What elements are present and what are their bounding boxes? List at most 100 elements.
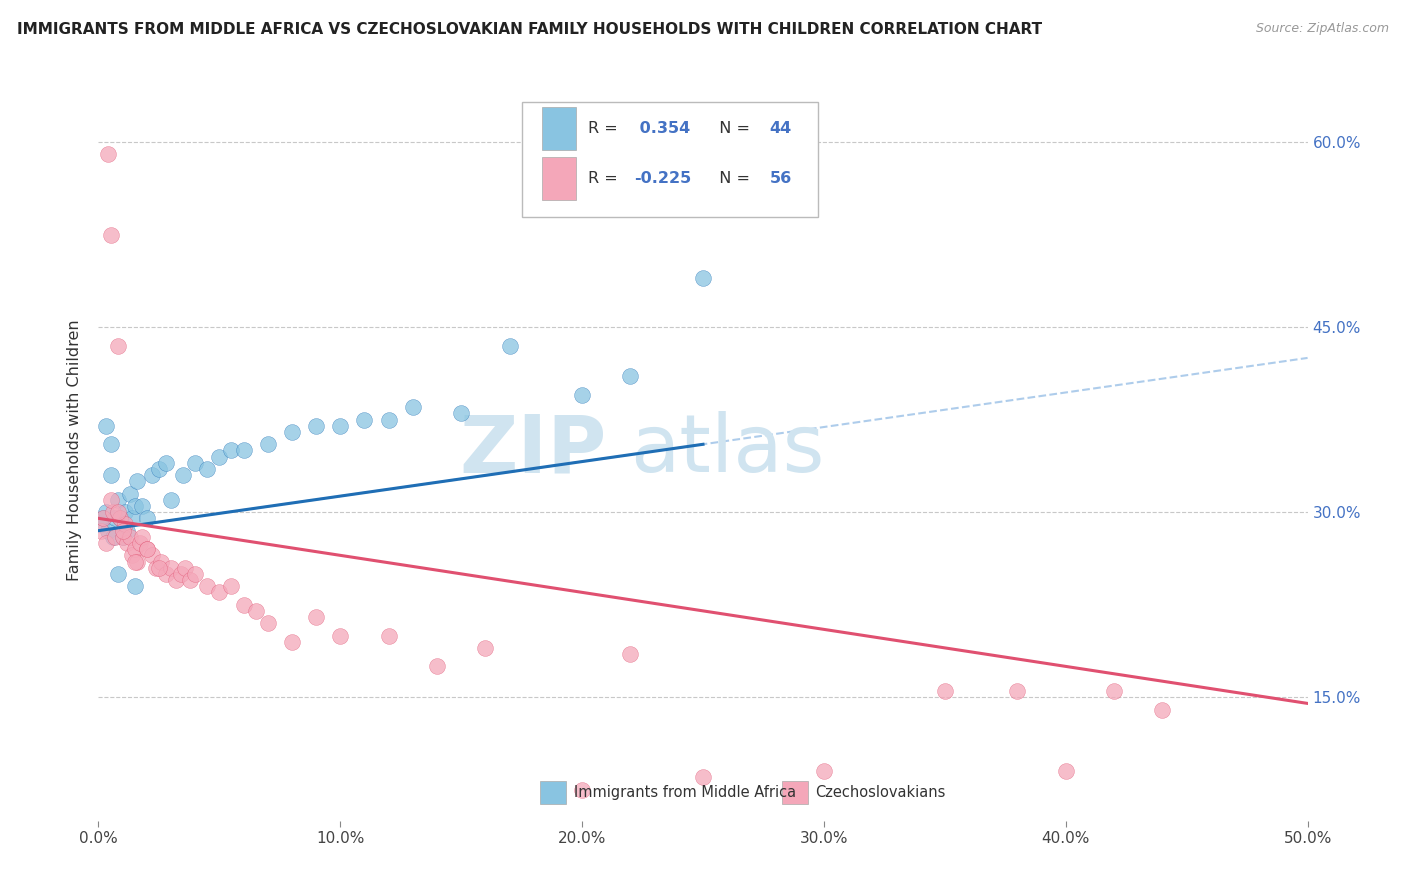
Point: [184, 566, 207, 581]
Point: [169, 566, 191, 581]
Point: [124, 554, 146, 569]
Point: [117, 524, 139, 538]
Point: [111, 530, 134, 544]
Point: [148, 462, 170, 476]
Bar: [543, 157, 576, 200]
Text: N =: N =: [709, 121, 755, 136]
Point: [94, 418, 117, 433]
Point: [118, 486, 141, 500]
Point: [131, 499, 153, 513]
Point: [426, 659, 449, 673]
Point: [450, 407, 472, 421]
Point: [118, 530, 141, 544]
Point: [232, 443, 254, 458]
Point: [155, 456, 177, 470]
Point: [100, 468, 122, 483]
Point: [101, 530, 124, 544]
Text: Immigrants from Middle Africa: Immigrants from Middle Africa: [574, 785, 796, 800]
Text: 56: 56: [769, 171, 792, 186]
Bar: [543, 107, 576, 150]
Point: [124, 499, 146, 513]
Point: [377, 628, 399, 642]
Point: [208, 585, 231, 599]
Point: [111, 524, 134, 538]
Point: [1007, 684, 1029, 698]
Text: R =: R =: [588, 171, 623, 186]
Point: [245, 604, 267, 618]
Point: [141, 549, 163, 563]
Point: [256, 437, 278, 451]
Point: [195, 579, 218, 593]
Point: [184, 456, 207, 470]
Text: N =: N =: [709, 171, 755, 186]
Point: [402, 401, 425, 415]
Point: [91, 511, 114, 525]
Point: [108, 511, 131, 525]
Point: [692, 270, 714, 285]
Point: [305, 610, 328, 624]
Point: [135, 511, 157, 525]
Point: [208, 450, 231, 464]
Point: [174, 560, 197, 574]
Point: [100, 227, 122, 242]
Point: [692, 771, 714, 785]
Bar: [782, 781, 808, 804]
Point: [1152, 703, 1174, 717]
Point: [165, 573, 187, 587]
Point: [104, 511, 127, 525]
Point: [127, 475, 149, 489]
Point: [101, 505, 124, 519]
Point: [107, 566, 129, 581]
Point: [145, 560, 167, 574]
Text: Source: ZipAtlas.com: Source: ZipAtlas.com: [1256, 22, 1389, 36]
Point: [305, 418, 328, 433]
Point: [135, 542, 157, 557]
Point: [474, 640, 496, 655]
Point: [91, 511, 114, 525]
Point: [232, 598, 254, 612]
Text: -0.225: -0.225: [634, 171, 692, 186]
Point: [256, 616, 278, 631]
Point: [121, 549, 143, 563]
Point: [1102, 684, 1125, 698]
Point: [117, 536, 139, 550]
Point: [150, 554, 173, 569]
Point: [90, 524, 112, 538]
Point: [1054, 764, 1077, 779]
Point: [114, 505, 136, 519]
Point: [195, 462, 218, 476]
Point: [100, 492, 122, 507]
Point: [377, 412, 399, 426]
Point: [160, 560, 183, 574]
Point: [148, 560, 170, 574]
Text: ZIP: ZIP: [458, 411, 606, 490]
Point: [329, 418, 352, 433]
Point: [94, 536, 117, 550]
Point: [108, 511, 131, 525]
Point: [221, 579, 243, 593]
Bar: [540, 781, 567, 804]
Point: [107, 492, 129, 507]
Point: [90, 517, 112, 532]
Point: [571, 782, 593, 797]
Point: [128, 536, 150, 550]
Text: 0.354: 0.354: [634, 121, 690, 136]
Y-axis label: Family Households with Children: Family Households with Children: [67, 319, 83, 582]
Text: R =: R =: [588, 121, 623, 136]
Point: [934, 684, 956, 698]
Point: [221, 443, 243, 458]
Point: [131, 530, 153, 544]
Point: [281, 425, 304, 439]
Point: [155, 566, 177, 581]
Point: [97, 524, 120, 538]
Point: [121, 511, 143, 525]
Point: [94, 505, 117, 519]
FancyBboxPatch shape: [522, 103, 818, 218]
Point: [141, 468, 163, 483]
Point: [160, 492, 183, 507]
Point: [124, 579, 146, 593]
Point: [124, 542, 146, 557]
Point: [104, 530, 127, 544]
Point: [111, 530, 134, 544]
Point: [619, 647, 641, 661]
